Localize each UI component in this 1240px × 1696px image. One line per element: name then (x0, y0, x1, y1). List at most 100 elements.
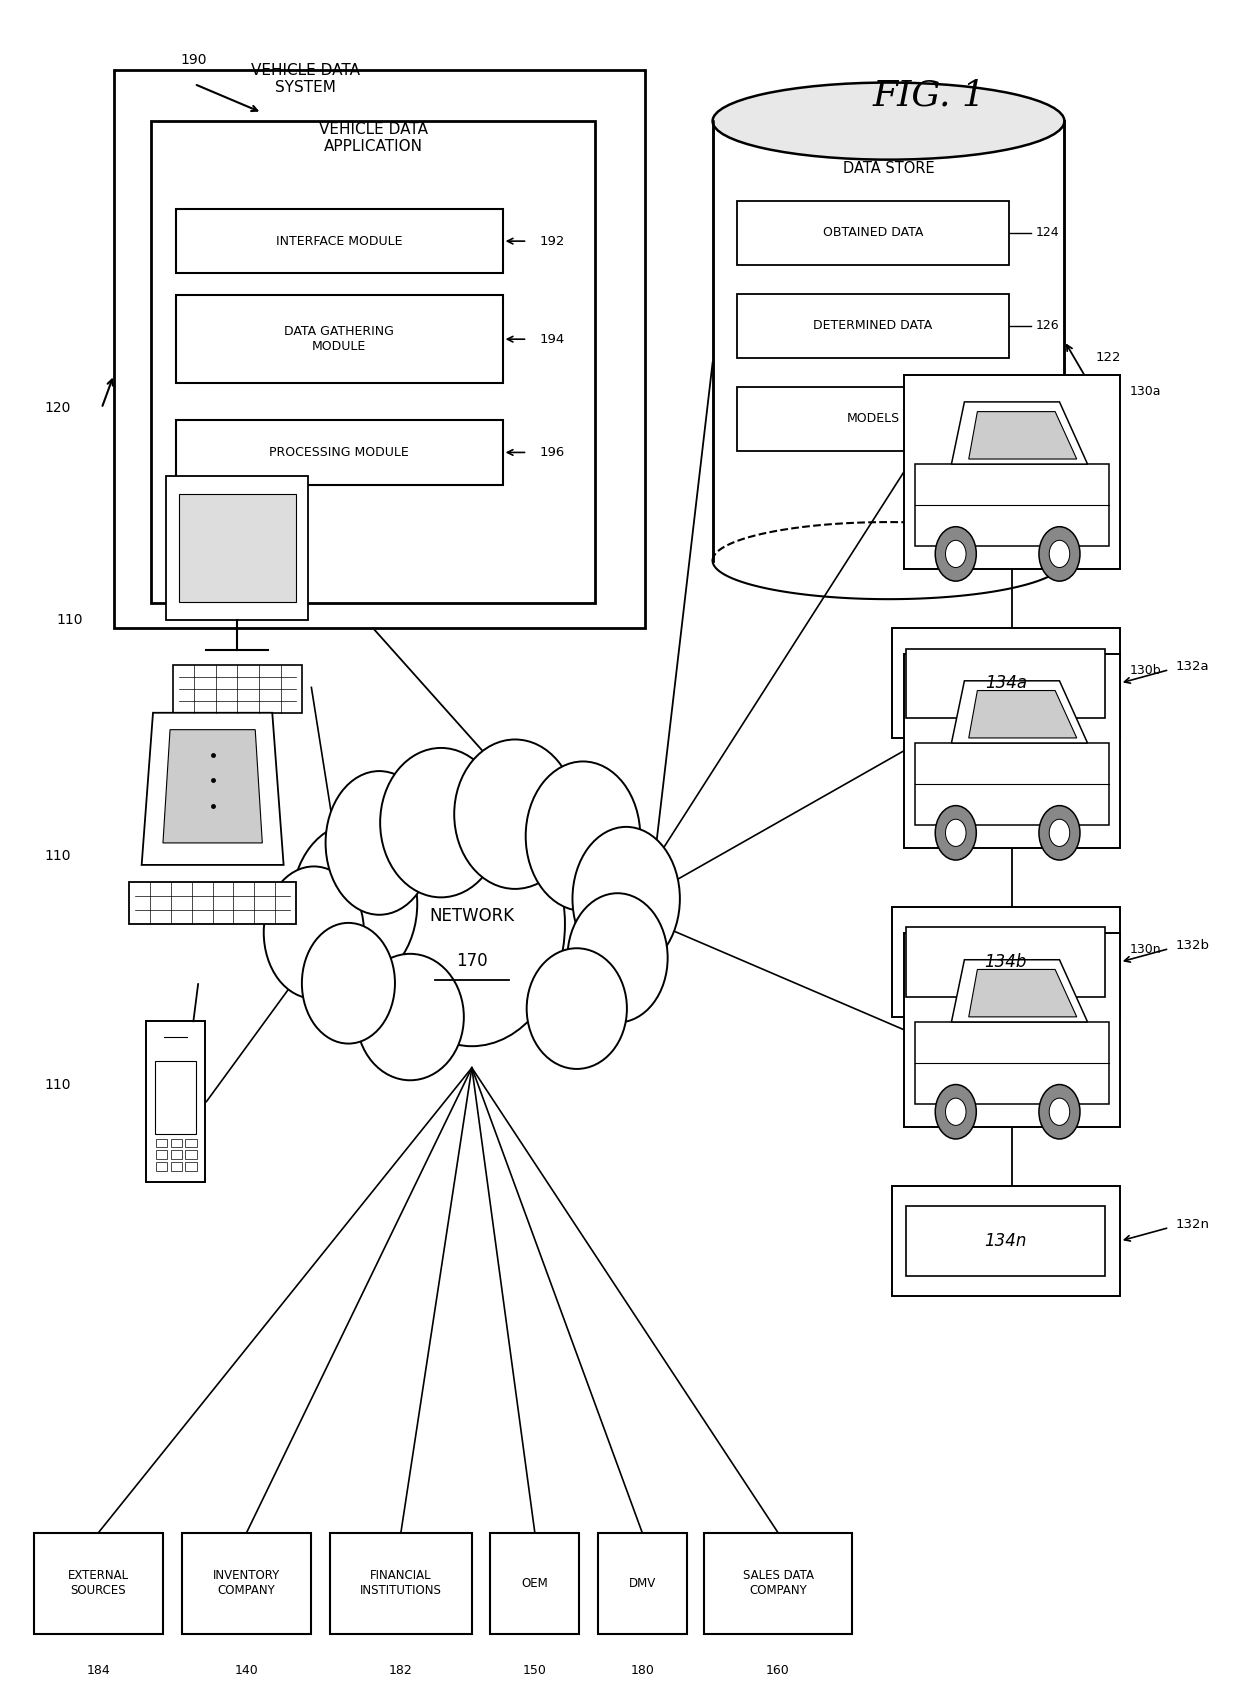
Text: 110: 110 (57, 612, 83, 628)
Bar (892, 1186, 1120, 1296)
Bar (171, 1150, 182, 1158)
Text: 130a: 130a (1130, 385, 1162, 399)
Bar (915, 743, 1109, 824)
Bar (490, 1533, 579, 1633)
Ellipse shape (713, 83, 1064, 159)
Text: 134a: 134a (985, 675, 1027, 692)
Ellipse shape (568, 894, 667, 1023)
Text: 190: 190 (181, 53, 207, 68)
Bar (738, 200, 1009, 265)
Text: 170: 170 (456, 951, 487, 970)
Text: 132b: 132b (1176, 938, 1209, 951)
Bar (906, 648, 1105, 717)
Bar (598, 1533, 687, 1633)
Ellipse shape (935, 806, 976, 860)
Bar (166, 477, 309, 619)
Ellipse shape (1049, 819, 1070, 846)
Bar (151, 120, 595, 602)
Text: 134n: 134n (985, 1231, 1027, 1250)
Bar (171, 1162, 182, 1170)
Text: VEHICLE DATA
APPLICATION: VEHICLE DATA APPLICATION (319, 122, 428, 154)
Text: EXTERNAL
SOURCES: EXTERNAL SOURCES (68, 1569, 129, 1598)
Text: PROCESSING MODULE: PROCESSING MODULE (269, 446, 409, 460)
Text: INTERFACE MODULE: INTERFACE MODULE (277, 234, 403, 248)
Text: SALES DATA
COMPANY: SALES DATA COMPANY (743, 1569, 813, 1598)
Text: 160: 160 (766, 1664, 790, 1677)
Text: DMV: DMV (629, 1577, 656, 1589)
Text: 132a: 132a (1176, 660, 1209, 673)
Text: DATA GATHERING
MODULE: DATA GATHERING MODULE (284, 326, 394, 353)
Ellipse shape (264, 867, 365, 999)
Ellipse shape (573, 828, 680, 970)
Bar (129, 882, 296, 924)
Bar (172, 665, 303, 712)
Text: VEHICLE DATA
SYSTEM: VEHICLE DATA SYSTEM (250, 63, 360, 95)
Text: 194: 194 (539, 332, 565, 346)
Text: 180: 180 (630, 1664, 655, 1677)
Text: 122: 122 (1095, 351, 1121, 365)
Text: 140: 140 (234, 1664, 258, 1677)
Text: FINANCIAL
INSTITUTIONS: FINANCIAL INSTITUTIONS (360, 1569, 441, 1598)
Ellipse shape (291, 823, 417, 984)
Bar (156, 1150, 167, 1158)
Text: NETWORK: NETWORK (429, 907, 515, 924)
Bar (915, 465, 1109, 546)
Polygon shape (951, 402, 1087, 465)
Bar (904, 653, 1120, 848)
Ellipse shape (378, 802, 565, 1046)
Text: FIG. 1: FIG. 1 (872, 78, 985, 112)
Ellipse shape (1039, 806, 1080, 860)
Bar (146, 1021, 206, 1182)
Text: 110: 110 (45, 1077, 71, 1092)
Ellipse shape (1049, 541, 1070, 568)
Ellipse shape (935, 1084, 976, 1140)
Bar (738, 387, 1009, 451)
Ellipse shape (454, 739, 575, 889)
Ellipse shape (1049, 1097, 1070, 1126)
Text: 134b: 134b (985, 953, 1027, 972)
Text: MODELS: MODELS (847, 412, 900, 426)
Text: 130n: 130n (1130, 943, 1162, 957)
Text: 182: 182 (389, 1664, 413, 1677)
Text: DETERMINED DATA: DETERMINED DATA (813, 319, 932, 332)
Ellipse shape (301, 923, 396, 1043)
Bar (176, 209, 502, 273)
Text: 130b: 130b (1130, 665, 1162, 677)
Text: 110: 110 (45, 850, 71, 863)
Text: 128: 128 (1035, 412, 1060, 426)
Text: 196: 196 (539, 446, 565, 460)
Text: 132n: 132n (1176, 1218, 1209, 1231)
Bar (182, 1533, 311, 1633)
Polygon shape (968, 690, 1076, 738)
Bar (33, 1533, 164, 1633)
Bar (114, 71, 645, 628)
Text: 120: 120 (45, 402, 71, 416)
Text: 184: 184 (87, 1664, 110, 1677)
Polygon shape (968, 970, 1076, 1018)
Bar (892, 628, 1120, 738)
Bar (904, 375, 1120, 570)
Text: DATA STORE: DATA STORE (843, 161, 934, 176)
Bar (171, 1138, 182, 1146)
Text: 150: 150 (523, 1664, 547, 1677)
Text: OBTAINED DATA: OBTAINED DATA (823, 226, 924, 239)
Bar (738, 293, 1009, 358)
Ellipse shape (1039, 1084, 1080, 1140)
Bar (904, 933, 1120, 1126)
Text: 124: 124 (1035, 226, 1060, 239)
Text: OEM: OEM (522, 1577, 548, 1589)
Bar (906, 928, 1105, 997)
Ellipse shape (381, 748, 502, 897)
Bar (179, 494, 295, 602)
Ellipse shape (326, 772, 433, 914)
Ellipse shape (356, 953, 464, 1080)
Ellipse shape (935, 527, 976, 582)
Ellipse shape (1039, 527, 1080, 582)
Bar (915, 1023, 1109, 1104)
Polygon shape (141, 712, 284, 865)
Ellipse shape (527, 948, 627, 1068)
Bar (155, 1062, 196, 1133)
Polygon shape (162, 729, 263, 843)
Bar (176, 295, 502, 383)
Bar (330, 1533, 472, 1633)
